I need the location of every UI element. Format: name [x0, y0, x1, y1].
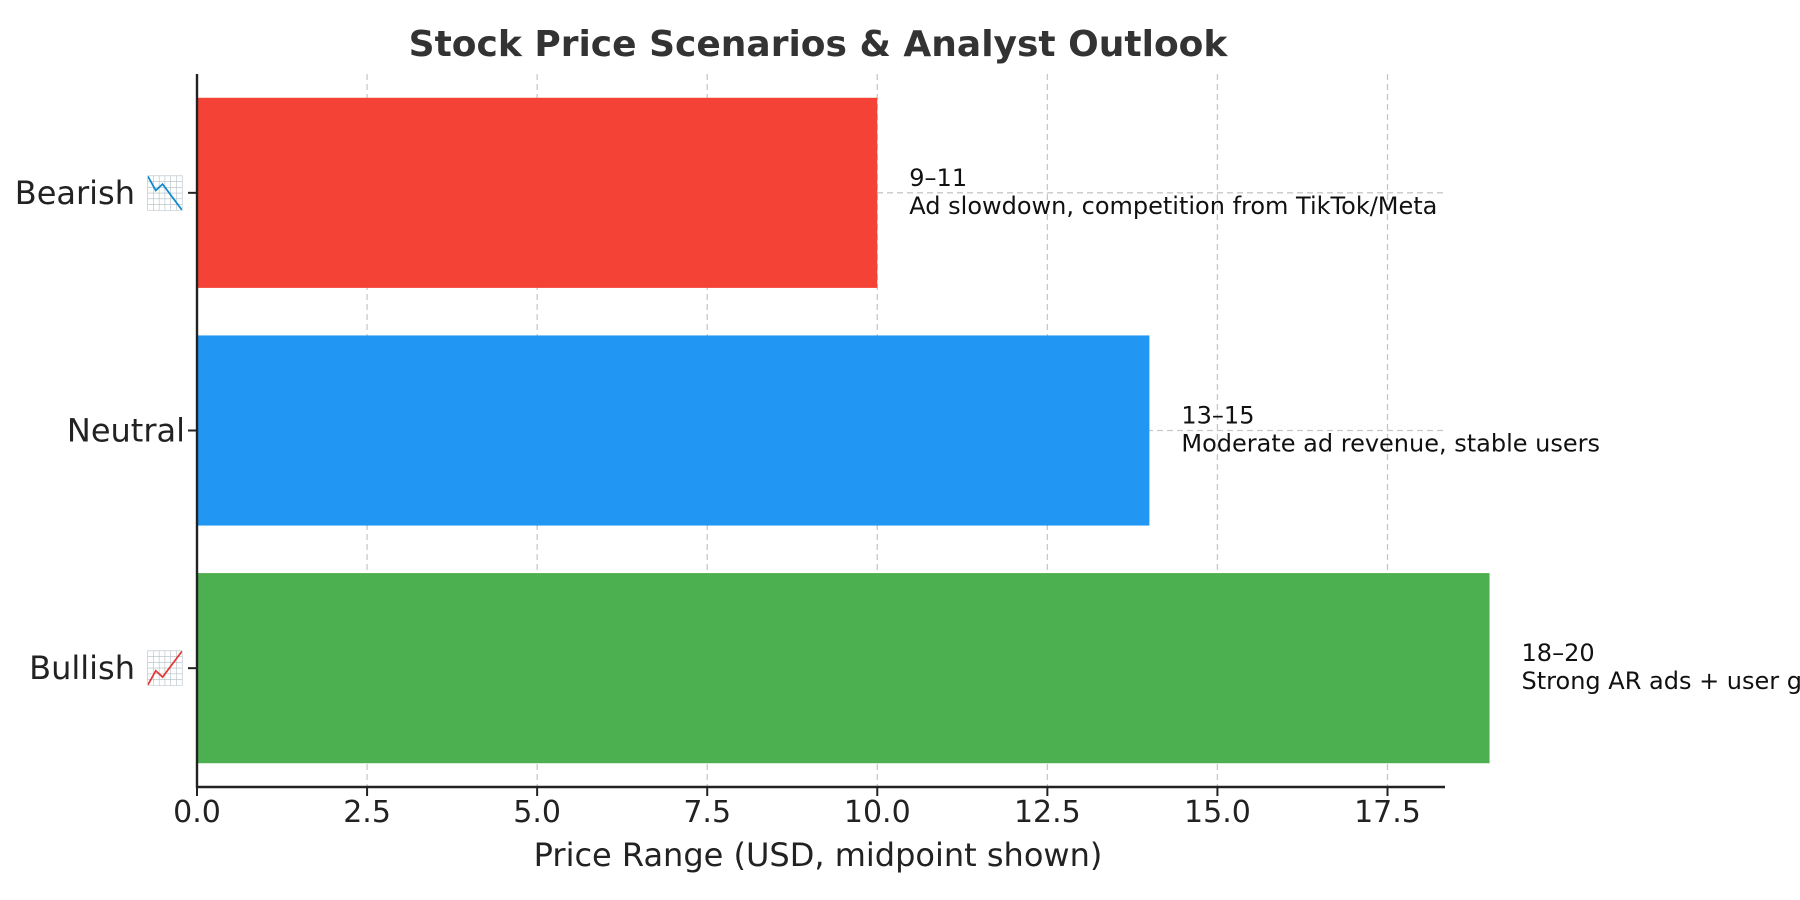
- annotation-note: Moderate ad revenue, stable users: [1181, 430, 1600, 458]
- x-tick-label: 12.5: [1014, 795, 1081, 830]
- annotation-range: 9–11: [909, 164, 967, 192]
- category-label: Bullish 📈: [29, 649, 185, 687]
- bar: [197, 98, 877, 288]
- category-label: Neutral: [67, 412, 185, 450]
- x-tick-label: 10.0: [844, 795, 911, 830]
- category-label: Bearish 📉: [15, 174, 185, 212]
- x-axis-label: Price Range (USD, midpoint shown): [534, 836, 1103, 874]
- annotation-range: 13–15: [1181, 402, 1254, 430]
- x-tick-label: 15.0: [1184, 795, 1251, 830]
- bar: [197, 573, 1490, 763]
- x-tick-label: 2.5: [343, 795, 391, 830]
- annotation-note: Strong AR ads + user growth: [1522, 667, 1800, 695]
- bar: [197, 335, 1149, 525]
- x-tick-label: 7.5: [683, 795, 731, 830]
- x-tick-label: 17.5: [1354, 795, 1421, 830]
- x-tick-label: 5.0: [513, 795, 561, 830]
- chart-title: Stock Price Scenarios & Analyst Outlook: [409, 24, 1229, 65]
- annotation-range: 18–20: [1522, 639, 1595, 667]
- annotation-note: Ad slowdown, competition from TikTok/Met…: [909, 192, 1437, 220]
- x-tick-label: 0.0: [173, 795, 221, 830]
